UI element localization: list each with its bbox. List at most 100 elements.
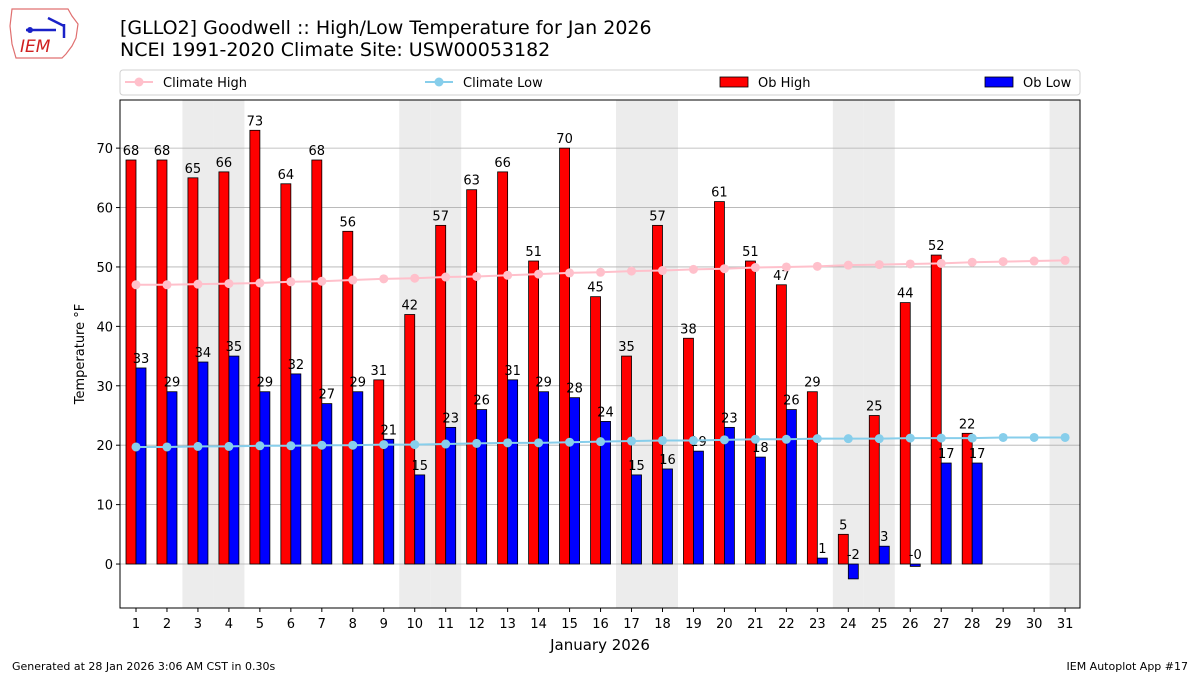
ob-low-bar — [166, 391, 178, 565]
ob-high-bar — [868, 415, 880, 565]
ob-low-bar — [538, 391, 550, 565]
ob-high-label: 73 — [247, 114, 264, 129]
ob-low-label: 17 — [938, 447, 955, 462]
ob-high-bar — [373, 379, 385, 565]
ob-low-label: 29 — [535, 376, 552, 391]
climate-low-point — [503, 438, 513, 448]
ob-high-bar — [280, 183, 292, 565]
chart-title: [GLLO2] Goodwell :: High/Low Temperature… — [120, 17, 652, 39]
ob-low-label: 27 — [319, 388, 336, 403]
ob-high-label: 65 — [185, 162, 202, 177]
ob-high-label: 66 — [216, 156, 233, 171]
climate-low-point — [936, 433, 946, 443]
ob-low-label: 21 — [380, 423, 397, 438]
climate-low-point — [565, 437, 575, 447]
ob-high-bar — [745, 260, 756, 565]
ob-high-label: 51 — [742, 245, 759, 260]
x-tick-label: 26 — [902, 617, 919, 632]
ob-high-label: 63 — [463, 174, 480, 189]
x-tick-label: 19 — [685, 617, 702, 632]
x-tick-label: 17 — [623, 617, 640, 632]
x-tick-label: 13 — [499, 617, 516, 632]
climate-high-point — [131, 280, 141, 290]
climate-high-point — [317, 276, 327, 286]
x-tick-label: 23 — [809, 617, 826, 632]
climate-low-point — [224, 441, 234, 451]
ob-low-label: 23 — [721, 411, 738, 426]
climate-low-point — [719, 435, 729, 445]
ob-low-bar — [414, 474, 426, 565]
y-tick-label: 70 — [96, 142, 113, 157]
logo-text: IEM — [20, 37, 51, 57]
x-tick-label: 29 — [995, 617, 1012, 632]
ob-high-bar — [714, 201, 725, 565]
climate-high-point — [224, 279, 234, 289]
climate-low-point — [1060, 432, 1070, 442]
app-footer: IEM Autoplot App #17 — [1066, 660, 1189, 673]
climate-high-point — [379, 274, 389, 284]
ob-high-label: 47 — [773, 269, 790, 284]
ob-low-bar — [135, 367, 147, 565]
ob-low-bar — [569, 397, 580, 565]
climate-high-point — [657, 266, 667, 276]
x-tick-label: 5 — [256, 617, 264, 632]
ob-high-bar — [930, 254, 942, 565]
ob-low-bar — [290, 373, 302, 565]
ob-high-bar — [404, 314, 416, 565]
y-tick-label: 30 — [96, 380, 113, 395]
ob-low-label: 29 — [164, 376, 181, 391]
ob-high-bar — [497, 171, 509, 565]
ob-high-label: 57 — [649, 209, 666, 224]
x-tick-label: 4 — [225, 617, 233, 632]
climate-high-legend-label: Climate High — [163, 76, 247, 91]
y-tick-label: 0 — [105, 558, 113, 573]
y-tick-label: 10 — [96, 499, 113, 514]
climate-low-point — [317, 440, 327, 450]
ob-high-label: 52 — [928, 239, 945, 254]
climate-low-point — [286, 441, 296, 451]
ob-high-bar — [311, 159, 323, 565]
ob-high-legend-label: Ob High — [758, 76, 811, 91]
ob-high-bar — [683, 337, 694, 565]
x-tick-label: 24 — [840, 617, 857, 632]
ob-high-label: 64 — [278, 168, 295, 183]
x-tick-label: 21 — [747, 617, 764, 632]
climate-high-point — [348, 275, 358, 285]
ob-high-bar — [218, 171, 230, 565]
ob-low-bar — [600, 421, 611, 565]
climate-low-point — [874, 434, 884, 444]
ob-high-label: 38 — [680, 322, 697, 337]
climate-low-point — [905, 433, 915, 443]
ob-high-bar — [466, 189, 478, 565]
climate-high-point — [193, 279, 203, 289]
climate-low-point — [534, 438, 544, 448]
ob-low-label: -2 — [847, 548, 860, 563]
ob-high-bar — [435, 224, 447, 565]
climate-high-point — [750, 263, 760, 273]
climate-low-point — [998, 432, 1008, 442]
ob-low-bar — [693, 450, 704, 565]
climate-high-point — [286, 277, 296, 287]
ob-low-label: 29 — [257, 376, 274, 391]
x-tick-label: 22 — [778, 617, 795, 632]
climate-low-point — [441, 439, 451, 449]
climate-high-point — [255, 278, 265, 288]
x-tick-label: 8 — [349, 617, 357, 632]
ob-high-bar — [837, 533, 849, 565]
ob-high-label: 42 — [401, 298, 418, 313]
ob-low-bar — [631, 474, 642, 565]
x-tick-label: 28 — [964, 617, 981, 632]
ob-low-label: 16 — [659, 453, 676, 468]
ob-high-label: 51 — [525, 245, 542, 260]
x-tick-label: 12 — [468, 617, 485, 632]
climate-low-point — [193, 441, 203, 451]
ob-low-label: 18 — [752, 441, 769, 456]
x-tick-label: 25 — [871, 617, 888, 632]
climate-low-point — [657, 435, 667, 445]
ob-low-label: 23 — [442, 411, 459, 426]
ob-high-label: 68 — [123, 144, 140, 159]
climate-high-point — [534, 269, 544, 279]
ob-low-label: 28 — [566, 382, 583, 397]
x-tick-label: 7 — [318, 617, 326, 632]
